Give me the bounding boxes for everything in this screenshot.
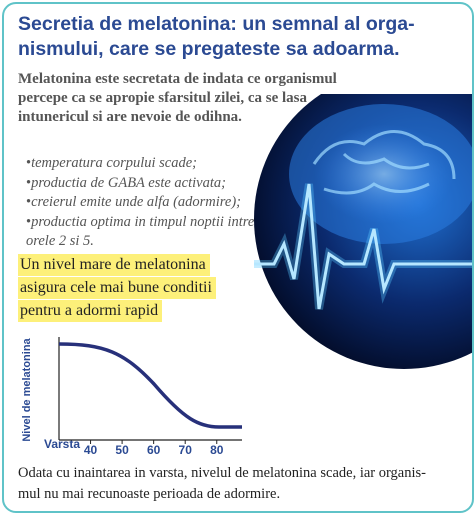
bullet: productia optima in timpul noptii intre …: [26, 213, 286, 252]
intro-text: Melatonina este secretata de indata ce o…: [18, 71, 337, 125]
bullet: creierul emite unde alfa (adormire);: [26, 193, 286, 213]
x-axis-label: Varsta: [44, 437, 80, 451]
footer-line: mul nu mai recunoaste perioada de adormi…: [18, 486, 281, 502]
title-line: Secretia de melatonina: un semnal al org…: [18, 13, 415, 35]
chart: Nivel de melatonina Varsta 40 50 60 70 80: [21, 337, 242, 457]
bullet: temperatura corpului scade;: [26, 154, 286, 174]
highlight-line: asigura cele mai bune conditii: [18, 277, 216, 299]
bullet: productia de GABA este activata;: [26, 174, 286, 194]
x-tick-label: 40: [84, 443, 98, 457]
x-tick-label: 60: [147, 443, 161, 457]
trend-curve: [58, 342, 242, 429]
highlight: Un nivel mare de melatonina asigura cele…: [18, 254, 216, 323]
highlight-line: Un nivel mare de melatonina: [18, 254, 210, 276]
footer-line: Odata cu inaintarea in varsta, nivelul d…: [18, 465, 426, 481]
x-tick-label: 70: [179, 443, 193, 457]
title: Secretia de melatonina: un semnal al org…: [18, 12, 415, 62]
highlight-line: pentru a adormi rapid: [18, 300, 163, 322]
footer: Odata cu inaintarea in varsta, nivelul d…: [18, 463, 426, 505]
title-line: nismului, care se pregateste sa adoarma.: [18, 38, 400, 60]
y-axis-label: Nivel de melatonina: [21, 337, 33, 441]
brain-illustration: [254, 94, 472, 369]
x-tick-label: 50: [115, 443, 129, 457]
x-tick-label: 80: [210, 443, 224, 457]
bullet-list: temperatura corpului scade; productia de…: [26, 154, 286, 252]
